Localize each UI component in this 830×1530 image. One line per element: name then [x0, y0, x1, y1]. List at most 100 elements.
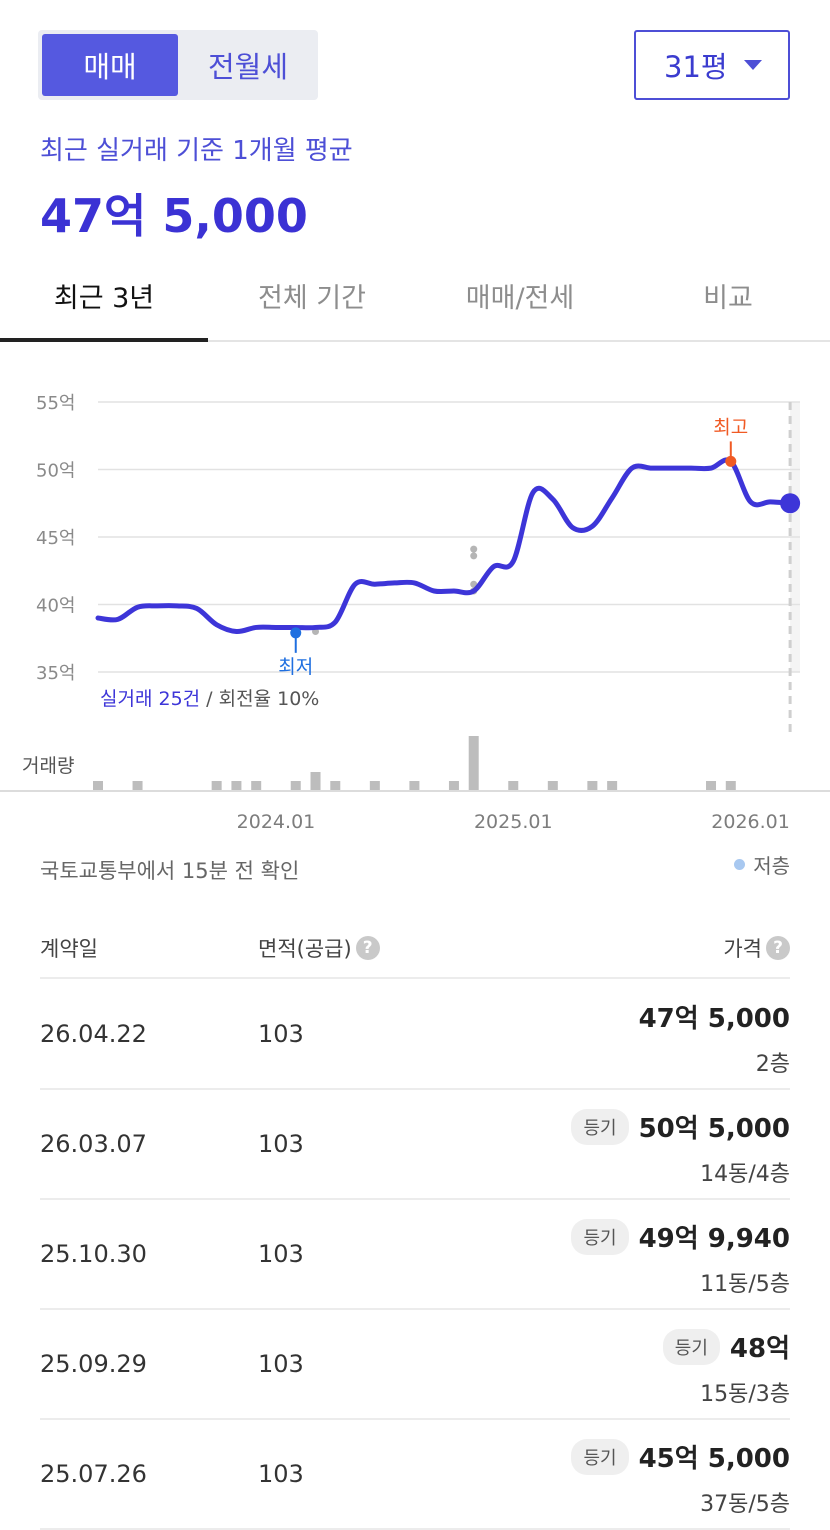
transaction-price: 45억 5,000 — [638, 1444, 790, 1474]
price-cell: 47억 5,000 — [639, 998, 790, 1035]
volume-bar — [369, 781, 380, 790]
trade-summary: 실거래 25건 / 회전율 10% — [100, 688, 319, 710]
rent-option-button[interactable]: 전월세 — [207, 50, 289, 84]
low-label: 최저 — [278, 656, 313, 678]
volume-bar — [706, 781, 717, 790]
header-area-label: 면적(공급) — [258, 937, 352, 961]
grid-lines — [98, 401, 800, 673]
trade-type-toggle: 매매 전월세 — [38, 30, 318, 100]
current-price-marker — [780, 493, 801, 514]
tab-sale-jeonse[interactable]: 매매/전세 — [465, 282, 575, 314]
help-icon[interactable]: ? — [355, 936, 380, 960]
building-floor: 2층 — [755, 1052, 790, 1077]
markers: 최저 최고 — [278, 416, 801, 678]
average-price: 47억 5,000 — [40, 189, 308, 243]
building-floor: 11동/5층 — [700, 1272, 790, 1297]
table-row[interactable]: 25.10.30 103 등기 49억 9,940 11동/5층 — [40, 1200, 790, 1310]
turnover-rate: / 회전율 10% — [200, 688, 319, 710]
sale-option-button[interactable]: 매매 — [42, 34, 178, 96]
volume-bars — [93, 736, 736, 790]
chart-baseline — [0, 790, 830, 792]
low-marker — [290, 627, 302, 639]
period-tabs: 최근 3년 전체 기간 매매/전세 비교 — [0, 250, 830, 342]
y-tick-label: 40억 — [36, 596, 75, 617]
registered-badge: 등기 — [571, 1438, 629, 1475]
price-chart: 55억 50억 45억 40억 35억 최저 최고 실거래 25건 / 회전율 10% 거… — [22, 393, 801, 790]
registered-badge: 등기 — [571, 1108, 629, 1145]
volume-label: 거래량 — [22, 755, 74, 777]
help-icon[interactable]: ? — [766, 936, 790, 960]
volume-bar — [607, 781, 618, 790]
y-tick-label: 55억 — [36, 393, 75, 414]
volume-bar — [547, 781, 558, 790]
legend: 저층 — [734, 850, 790, 879]
size-dropdown-value: 31평 — [664, 50, 728, 84]
volume-bar — [132, 781, 143, 790]
y-tick-label: 45억 — [36, 528, 75, 549]
volume-bar — [468, 736, 479, 790]
transaction-point — [470, 545, 478, 553]
table-row[interactable]: 25.09.29 103 등기 48억 15동/3층 — [40, 1310, 790, 1420]
contract-date: 25.10.30 — [40, 1240, 147, 1268]
tab-compare[interactable]: 비교 — [703, 282, 753, 314]
table-header: 계약일 면적(공급) ? 가격 ? — [40, 915, 790, 979]
volume-bar — [409, 781, 420, 790]
building-floor: 37동/5층 — [700, 1492, 790, 1517]
transaction-price: 50억 5,000 — [638, 1114, 790, 1144]
tab-recent-3-years[interactable]: 최근 3년 — [53, 282, 155, 314]
y-axis-labels: 55억 50억 45억 40억 35억 — [36, 393, 75, 684]
high-marker — [725, 455, 737, 467]
building-floor: 15동/3층 — [700, 1382, 790, 1407]
volume-bar — [93, 781, 103, 790]
transaction-price: 48억 — [729, 1334, 790, 1364]
y-tick-label: 50억 — [36, 461, 75, 482]
price-cell: 등기 48억 — [662, 1328, 790, 1365]
price-cell: 등기 45억 5,000 — [571, 1438, 790, 1475]
header-price: 가격 ? — [723, 933, 790, 963]
x-tick-label: 2026.01 — [711, 811, 790, 833]
legend-label: 저층 — [753, 854, 790, 878]
supply-area: 103 — [258, 1460, 304, 1488]
price-cell: 등기 50억 5,000 — [571, 1108, 790, 1145]
trade-count: 실거래 25건 — [100, 688, 200, 710]
transaction-price: 49억 9,940 — [638, 1224, 790, 1254]
x-axis-labels: 2024.01 2025.01 2026.01 — [237, 811, 790, 833]
caret-down-icon — [744, 60, 762, 70]
size-dropdown[interactable]: 31평 — [634, 30, 790, 100]
source-note: 국토교통부에서 15분 전 확인 — [40, 859, 300, 883]
supply-area: 103 — [258, 1240, 304, 1268]
contract-date: 25.09.29 — [40, 1350, 147, 1378]
contract-date: 26.03.07 — [40, 1130, 147, 1158]
y-tick-label: 35억 — [36, 663, 75, 684]
high-label: 최고 — [713, 416, 748, 438]
registered-badge: 등기 — [662, 1328, 720, 1365]
table-row[interactable]: 25.07.26 103 등기 45억 5,000 37동/5층 — [40, 1420, 790, 1530]
transaction-point — [470, 552, 478, 560]
x-tick-label: 2025.01 — [474, 811, 553, 833]
price-trend-line — [95, 457, 793, 635]
price-cell: 등기 49억 9,940 — [571, 1218, 790, 1255]
table-row[interactable]: 26.04.22 103 47억 5,000 2층 — [40, 980, 790, 1090]
table-row[interactable]: 26.03.07 103 등기 50억 5,000 14동/4층 — [40, 1090, 790, 1200]
supply-area: 103 — [258, 1020, 304, 1048]
building-floor: 14동/4층 — [700, 1162, 790, 1187]
tab-all-period[interactable]: 전체 기간 — [258, 282, 366, 314]
contract-date: 25.07.26 — [40, 1460, 147, 1488]
low-floor-dot-icon — [734, 859, 746, 870]
volume-bar — [448, 781, 459, 790]
volume-bar — [310, 772, 321, 790]
volume-bar — [508, 781, 519, 790]
supply-area: 103 — [258, 1130, 304, 1158]
volume-bar — [587, 781, 598, 790]
average-label: 최근 실거래 기준 1개월 평균 — [40, 136, 353, 166]
header-area: 면적(공급) ? — [258, 933, 380, 963]
contract-date: 26.04.22 — [40, 1020, 147, 1048]
volume-bar — [231, 781, 242, 790]
header-date: 계약일 — [40, 937, 98, 961]
volume-bar — [290, 781, 301, 790]
supply-area: 103 — [258, 1350, 304, 1378]
header-price-label: 가격 — [723, 937, 762, 961]
transaction-price: 47억 5,000 — [638, 1004, 790, 1034]
volume-bar — [251, 781, 262, 790]
registered-badge: 등기 — [571, 1218, 629, 1255]
